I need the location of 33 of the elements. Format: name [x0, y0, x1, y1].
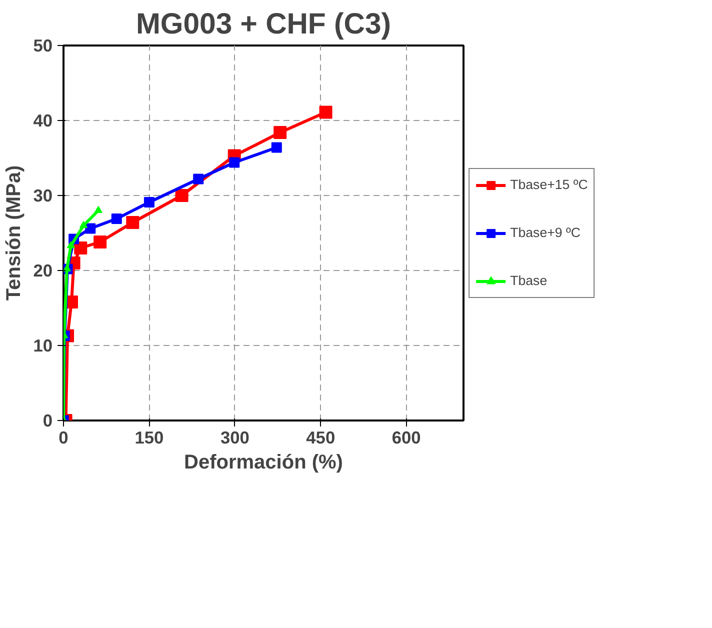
- point: [64, 264, 71, 272]
- point: [66, 241, 75, 248]
- point: [85, 223, 96, 234]
- legend-label: Tbase+15 ºC: [510, 177, 588, 192]
- chart-title: MG003 + CHF (C3): [136, 8, 392, 40]
- y-tick-label: 10: [33, 336, 53, 356]
- point: [74, 242, 88, 254]
- point: [193, 174, 204, 184]
- x-tick-label: 450: [306, 428, 336, 448]
- y-axis-title: Tensión (MPa): [3, 165, 26, 301]
- y-tick-label: 50: [33, 36, 53, 56]
- legend-label: Tbase: [510, 273, 548, 288]
- point: [274, 126, 287, 139]
- x-tick-label: 0: [58, 428, 68, 448]
- y-tick-label: 0: [42, 410, 53, 430]
- point: [271, 142, 282, 153]
- y-tick-label: 20: [33, 260, 53, 280]
- point: [80, 220, 88, 228]
- point: [229, 157, 240, 168]
- x-tick-label: 150: [134, 428, 164, 448]
- point: [111, 214, 122, 224]
- point: [94, 206, 102, 214]
- y-tick-label: 30: [33, 186, 53, 206]
- point: [94, 236, 107, 248]
- y-tick-label: 40: [33, 110, 53, 130]
- point: [144, 197, 154, 208]
- x-tick-label: 600: [392, 428, 421, 448]
- point: [126, 216, 140, 229]
- point: [319, 106, 332, 119]
- legend-label: Tbase+9 ºC: [510, 225, 581, 240]
- x-axis-title: Deformación (%): [184, 452, 343, 474]
- x-tick-label: 300: [220, 428, 250, 448]
- point: [175, 189, 188, 202]
